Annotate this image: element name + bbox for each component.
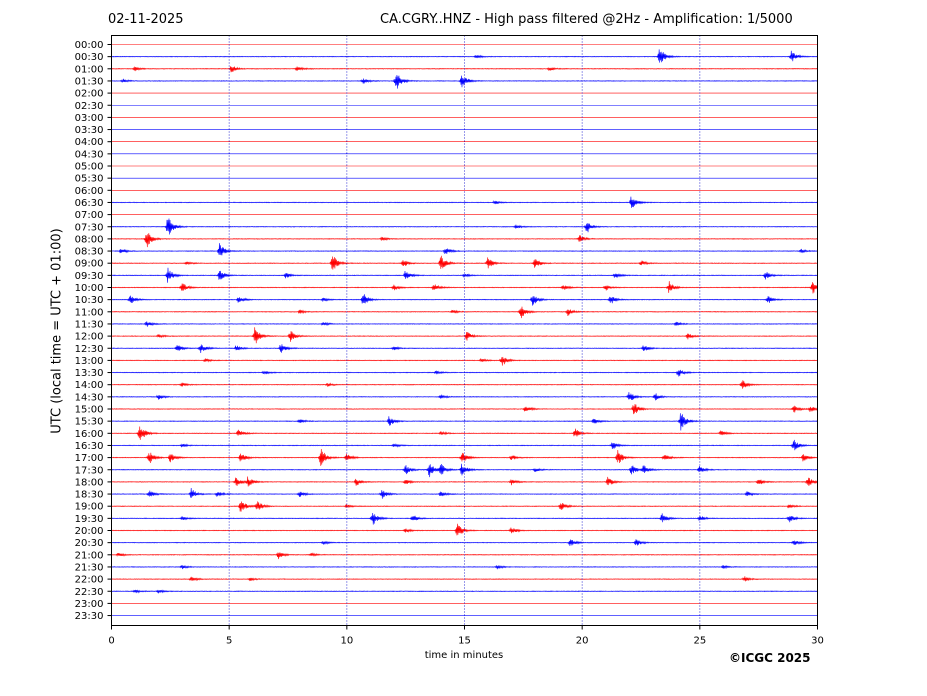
y-tick-label: 20:00 bbox=[75, 526, 104, 537]
trace-1300 bbox=[111, 356, 818, 366]
y-tick-label: 21:30 bbox=[75, 562, 104, 573]
y-tick-label: 02:00 bbox=[75, 89, 104, 100]
y-tick-label: 11:00 bbox=[75, 307, 104, 318]
chart-title: CA.CGRY..HNZ - High pass filtered @2Hz -… bbox=[380, 12, 793, 27]
trace-0900 bbox=[111, 255, 818, 270]
y-tick-label: 08:00 bbox=[75, 234, 104, 245]
y-tick-label: 03:30 bbox=[75, 125, 104, 136]
y-tick-label: 00:00 bbox=[75, 40, 104, 51]
y-tick-label: 23:00 bbox=[75, 599, 104, 610]
y-tick-label: 22:30 bbox=[75, 587, 104, 598]
trace-1430 bbox=[111, 392, 818, 401]
y-tick-label: 01:00 bbox=[75, 64, 104, 75]
y-tick-label: 07:30 bbox=[75, 222, 104, 233]
y-tick-label: 10:30 bbox=[75, 295, 104, 306]
y-tick-label: 12:30 bbox=[75, 344, 104, 355]
y-tick-label: 21:00 bbox=[75, 550, 104, 561]
y-tick-label: 10:00 bbox=[75, 283, 104, 294]
y-tick-label: 05:00 bbox=[75, 162, 104, 173]
y-tick-label: 07:00 bbox=[75, 210, 104, 221]
trace-1730 bbox=[111, 463, 818, 478]
y-tick-label: 17:30 bbox=[75, 465, 104, 476]
trace-0800 bbox=[111, 233, 818, 248]
y-tick-label: 08:30 bbox=[75, 247, 104, 258]
x-tick-label: 15 bbox=[458, 636, 471, 647]
x-tick-label: 5 bbox=[226, 636, 232, 647]
trace-1900 bbox=[111, 501, 818, 512]
trace-1000 bbox=[111, 281, 818, 294]
y-tick-label: 19:00 bbox=[75, 502, 104, 513]
y-tick-label: 15:00 bbox=[75, 405, 104, 416]
y-tick-label: 16:00 bbox=[75, 429, 104, 440]
y-tick-label: 22:00 bbox=[75, 575, 104, 586]
y-tick-label: 20:30 bbox=[75, 538, 104, 549]
y-tick-label: 19:30 bbox=[75, 514, 104, 525]
y-tick-label: 16:30 bbox=[75, 441, 104, 452]
trace-1830 bbox=[111, 488, 818, 499]
date-label: 02-11-2025 bbox=[108, 12, 184, 27]
y-tick-label: 13:00 bbox=[75, 356, 104, 367]
y-tick-label: 02:30 bbox=[75, 101, 104, 112]
x-tick-layer: 0 5 10 15 20 25 30 bbox=[108, 625, 824, 647]
y-tick-label: 15:30 bbox=[75, 417, 104, 428]
trace-1630 bbox=[111, 439, 818, 451]
y-tick-label: 05:30 bbox=[75, 174, 104, 185]
trace-1530 bbox=[111, 413, 818, 431]
y-tick-label: 04:30 bbox=[75, 149, 104, 160]
trace-1600 bbox=[111, 426, 818, 440]
trace-1800 bbox=[111, 476, 818, 487]
y-tick-label: 23:30 bbox=[75, 611, 104, 622]
y-tick-label: 09:30 bbox=[75, 271, 104, 282]
y-tick-label: 14:00 bbox=[75, 380, 104, 391]
trace-1500 bbox=[111, 404, 818, 415]
trace-1400 bbox=[111, 380, 818, 389]
x-tick-label: 0 bbox=[108, 636, 114, 647]
grid-layer bbox=[228, 35, 701, 626]
y-tick-label: 00:30 bbox=[75, 52, 104, 63]
y-tick-label: 13:30 bbox=[75, 368, 104, 379]
trace-2230 bbox=[111, 589, 818, 594]
plot-frame bbox=[111, 35, 818, 626]
y-tick-label: 09:00 bbox=[75, 259, 104, 270]
y-tick-label: 18:30 bbox=[75, 490, 104, 501]
copyright-label: ©ICGC 2025 bbox=[729, 651, 811, 665]
x-tick-label: 10 bbox=[340, 636, 353, 647]
y-tick-label: 01:30 bbox=[75, 76, 104, 87]
y-tick-label: 11:30 bbox=[75, 319, 104, 330]
y-tick-label: 17:00 bbox=[75, 453, 104, 464]
x-tick-label: 25 bbox=[693, 636, 706, 647]
y-tick-label: 06:30 bbox=[75, 198, 104, 209]
y-tick-label: 18:00 bbox=[75, 477, 104, 488]
y-tick-label: 03:00 bbox=[75, 113, 104, 124]
y-tick-label: 12:00 bbox=[75, 332, 104, 343]
x-tick-label: 30 bbox=[811, 636, 824, 647]
trace-1230 bbox=[111, 344, 818, 353]
x-tick-label: 20 bbox=[576, 636, 589, 647]
trace-0630 bbox=[111, 196, 818, 208]
trace-1700 bbox=[111, 448, 818, 466]
x-axis-label: time in minutes bbox=[424, 650, 504, 661]
trace-0730 bbox=[111, 218, 818, 235]
y-tick-label: 04:00 bbox=[75, 137, 104, 148]
y-tick-label: 14:30 bbox=[75, 392, 104, 403]
y-tick-label: 06:00 bbox=[75, 186, 104, 197]
